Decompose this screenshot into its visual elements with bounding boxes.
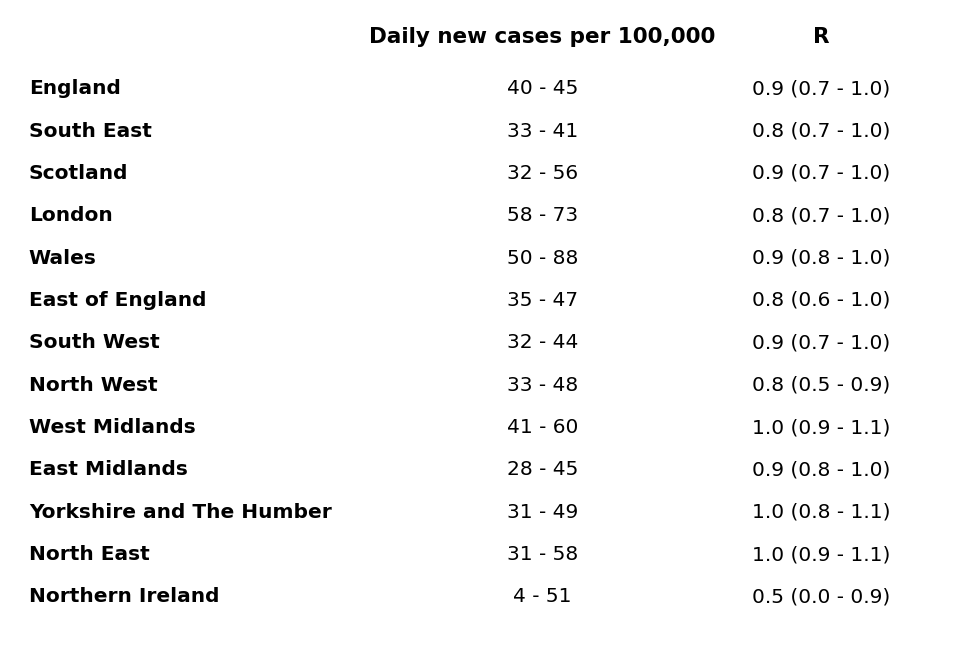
Text: England: England xyxy=(29,79,121,98)
Text: 1.0 (0.9 - 1.1): 1.0 (0.9 - 1.1) xyxy=(752,418,890,437)
Text: Scotland: Scotland xyxy=(29,164,129,183)
Text: 33 - 48: 33 - 48 xyxy=(507,376,578,395)
Text: 32 - 44: 32 - 44 xyxy=(507,334,578,352)
Text: 1.0 (0.8 - 1.1): 1.0 (0.8 - 1.1) xyxy=(752,503,890,522)
Text: 0.9 (0.8 - 1.0): 0.9 (0.8 - 1.0) xyxy=(752,460,890,480)
Text: 0.5 (0.0 - 0.9): 0.5 (0.0 - 0.9) xyxy=(752,588,890,606)
Text: South East: South East xyxy=(29,121,152,141)
Text: South West: South West xyxy=(29,334,159,352)
Text: North East: North East xyxy=(29,545,150,564)
Text: 33 - 41: 33 - 41 xyxy=(507,121,578,141)
Text: North West: North West xyxy=(29,376,157,395)
Text: 35 - 47: 35 - 47 xyxy=(507,291,578,310)
Text: 32 - 56: 32 - 56 xyxy=(507,164,578,183)
Text: 58 - 73: 58 - 73 xyxy=(507,206,578,225)
Text: Northern Ireland: Northern Ireland xyxy=(29,588,219,606)
Text: Wales: Wales xyxy=(29,249,97,267)
Text: 0.9 (0.7 - 1.0): 0.9 (0.7 - 1.0) xyxy=(752,334,890,352)
Text: 0.8 (0.7 - 1.0): 0.8 (0.7 - 1.0) xyxy=(752,121,890,141)
Text: 40 - 45: 40 - 45 xyxy=(507,79,578,98)
Text: 0.9 (0.8 - 1.0): 0.9 (0.8 - 1.0) xyxy=(752,249,890,267)
Text: Yorkshire and The Humber: Yorkshire and The Humber xyxy=(29,503,331,522)
Text: 0.9 (0.7 - 1.0): 0.9 (0.7 - 1.0) xyxy=(752,79,890,98)
Text: 0.9 (0.7 - 1.0): 0.9 (0.7 - 1.0) xyxy=(752,164,890,183)
Text: 4 - 51: 4 - 51 xyxy=(514,588,571,606)
Text: London: London xyxy=(29,206,112,225)
Text: West Midlands: West Midlands xyxy=(29,418,196,437)
Text: East Midlands: East Midlands xyxy=(29,460,187,480)
Text: Daily new cases per 100,000: Daily new cases per 100,000 xyxy=(370,27,715,47)
Text: R: R xyxy=(812,27,829,47)
Text: 50 - 88: 50 - 88 xyxy=(507,249,578,267)
Text: 28 - 45: 28 - 45 xyxy=(507,460,578,480)
Text: 1.0 (0.9 - 1.1): 1.0 (0.9 - 1.1) xyxy=(752,545,890,564)
Text: 0.8 (0.6 - 1.0): 0.8 (0.6 - 1.0) xyxy=(752,291,890,310)
Text: East of England: East of England xyxy=(29,291,206,310)
Text: 0.8 (0.5 - 0.9): 0.8 (0.5 - 0.9) xyxy=(752,376,890,395)
Text: 0.8 (0.7 - 1.0): 0.8 (0.7 - 1.0) xyxy=(752,206,890,225)
Text: 41 - 60: 41 - 60 xyxy=(507,418,578,437)
Text: 31 - 49: 31 - 49 xyxy=(507,503,578,522)
Text: 31 - 58: 31 - 58 xyxy=(507,545,578,564)
